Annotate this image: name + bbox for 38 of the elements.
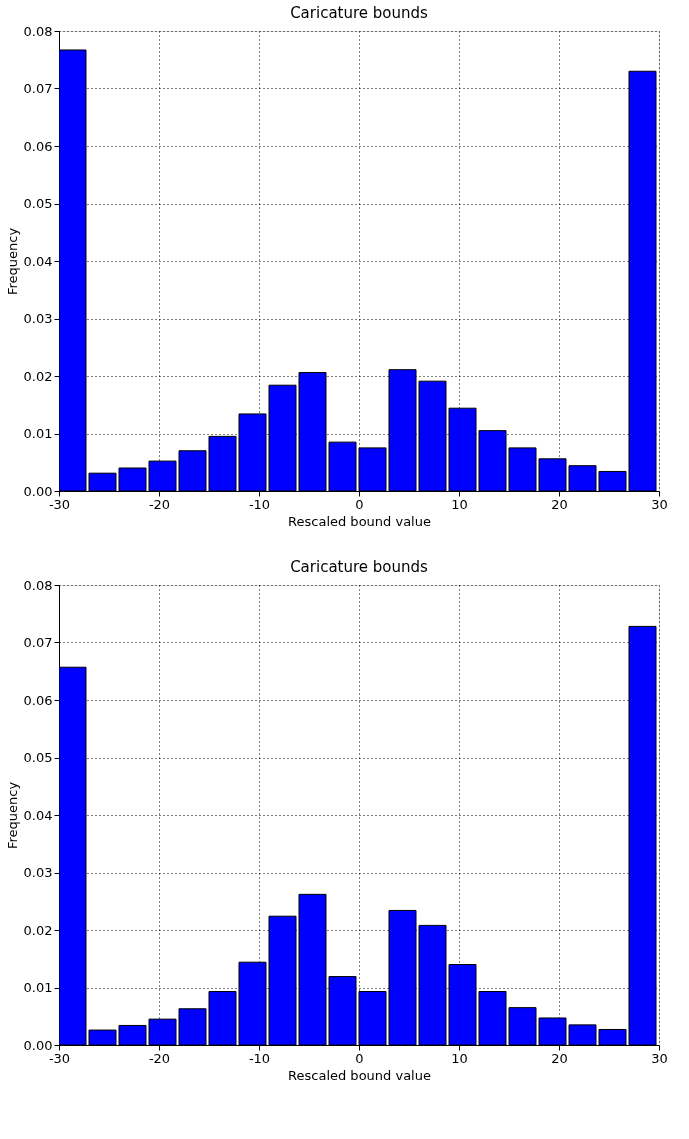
y-axis-title: Frequency [4, 227, 20, 296]
y-tick-label: 0.08 [23, 23, 53, 39]
y-tick-label: 0.03 [23, 865, 53, 880]
y-tick-label: 0.00 [23, 483, 53, 499]
x-tick-label: 30 [651, 496, 668, 512]
y-tick-label: 0.02 [23, 368, 53, 384]
y-tick-label: 0.06 [23, 138, 53, 154]
y-tick-label: 0.07 [23, 635, 53, 650]
x-axis-title: Rescaled bound value [288, 513, 431, 529]
x-tick-label: -30 [48, 1050, 71, 1066]
y-tick-label: 0.05 [23, 750, 53, 765]
x-tick-label: 20 [551, 496, 568, 512]
y-tick-label: 0.07 [23, 81, 53, 96]
x-tick-label: 30 [651, 1050, 668, 1066]
chart-title: Caricature bounds [290, 4, 429, 22]
y-tick-label: 0.08 [23, 577, 53, 593]
x-tick-label: 20 [551, 1050, 568, 1066]
y-tick-label: 0.04 [23, 807, 53, 823]
x-tick-label: -10 [248, 496, 271, 512]
y-tick-label: 0.03 [23, 311, 53, 326]
y-tick-label: 0.06 [23, 692, 53, 708]
x-tick-label: 10 [451, 496, 468, 512]
x-tick-label: -20 [148, 496, 171, 512]
y-tick-label: 0.04 [23, 253, 53, 269]
x-tick-label: -10 [248, 1050, 271, 1066]
y-axis-title: Frequency [4, 781, 20, 850]
chart-title: Caricature bounds [290, 558, 429, 576]
x-tick-label: -30 [48, 496, 71, 512]
y-tick-label: 0.02 [23, 922, 53, 938]
y-tick-label: 0.05 [23, 196, 53, 211]
x-tick-label: 0 [355, 496, 364, 512]
x-tick-label: 10 [451, 1050, 468, 1066]
y-tick-label: 0.00 [23, 1037, 53, 1053]
x-tick-label: -20 [148, 1050, 171, 1066]
x-tick-label: 0 [355, 1050, 364, 1066]
y-tick-label: 0.01 [23, 980, 53, 995]
x-axis-title: Rescaled bound value [288, 1067, 431, 1083]
y-tick-label: 0.01 [23, 426, 53, 441]
